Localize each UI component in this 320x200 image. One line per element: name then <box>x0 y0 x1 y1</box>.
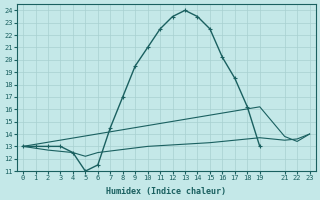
X-axis label: Humidex (Indice chaleur): Humidex (Indice chaleur) <box>106 187 226 196</box>
